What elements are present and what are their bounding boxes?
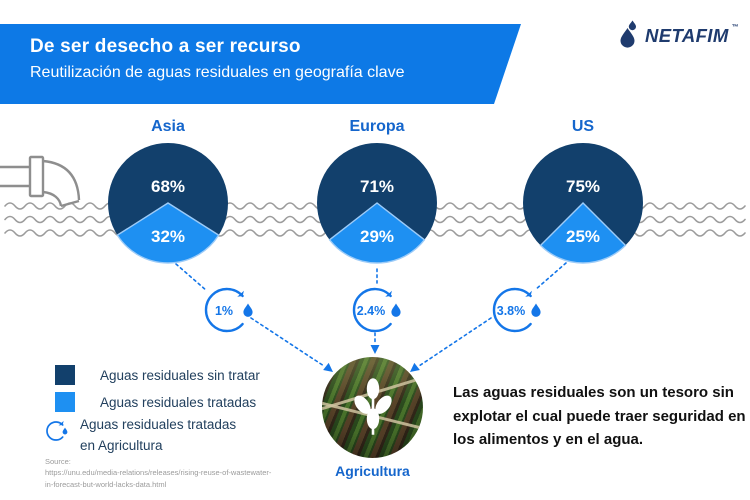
arrowhead-center [370, 345, 380, 354]
header-banner: De ser desecho a ser recurso Reutilizaci… [0, 24, 521, 104]
legend-item-reused-agriculture: Aguas residuales tratadas en Agricultura [44, 414, 252, 456]
droplet-icon [531, 303, 541, 317]
treated-value: 32% [151, 227, 185, 246]
brand-wordmark: NETAFIM [645, 25, 729, 46]
treated-value: 25% [566, 227, 600, 246]
region-label-europa: Europa [349, 118, 405, 135]
legend-item-treated: Aguas residuales tratadas [55, 392, 256, 413]
treated-slice [539, 202, 627, 264]
untreated-value: 68% [151, 177, 185, 196]
source-label: Source: [45, 457, 71, 466]
agriculture-photo [322, 357, 423, 458]
untreated-value: 75% [566, 177, 600, 196]
water-drop-logo-icon [620, 20, 636, 48]
treated-slice [116, 202, 220, 264]
recycle-circle-icon [492, 287, 532, 333]
source-url-line2: in-forecast-but-world-lacks-data.html [45, 479, 167, 489]
legend-item-untreated: Aguas residuales sin tratar [55, 365, 260, 386]
reuse-badge-us: 3.8% [487, 282, 543, 338]
reuse-value: 2.4% [357, 304, 386, 318]
region-label-us: US [571, 118, 595, 135]
droplet-icon [391, 303, 401, 317]
legend-label: Aguas residuales sin tratar [100, 368, 260, 383]
recycle-drop-legend-icon [46, 420, 68, 441]
recycle-circle-icon [352, 287, 392, 333]
treated-slice [328, 202, 426, 264]
reuse-badge-asia: 1% [199, 282, 255, 338]
pie-chart-us: US 75% 25% [521, 118, 645, 265]
arrowhead-left [323, 362, 333, 372]
trademark-symbol: ™ [731, 24, 739, 31]
page-title: De ser desecho a ser recurso [30, 36, 301, 57]
callout-text: Las aguas residuales son un tesoro sin e… [453, 384, 746, 449]
reuse-value: 1% [215, 304, 233, 318]
flow-connectors [175, 262, 567, 372]
wastewater-pipe-icon [0, 155, 81, 208]
treated-swatch [55, 392, 75, 412]
droplet-icon [243, 303, 253, 317]
region-label-asia: Asia [151, 118, 185, 135]
crop-plant-icon [353, 377, 392, 435]
source-citation: Source: https://unu.edu/media-relations/… [45, 456, 271, 490]
pie-chart-asia: Asia 68% 32% [106, 118, 230, 265]
agriculture-label: Agricultura [335, 463, 410, 479]
untreated-value: 71% [360, 177, 394, 196]
legend-label: Aguas residuales tratadas en Agricultura [80, 417, 237, 453]
source-url-line1: https://unu.edu/media-relations/releases… [45, 468, 272, 478]
recycle-circle-icon [204, 287, 244, 333]
untreated-swatch [55, 365, 75, 385]
netafim-logo: NETAFIM ™ [618, 20, 739, 52]
treated-value: 29% [360, 227, 394, 246]
reuse-value: 3.8% [497, 304, 526, 318]
pie-chart-europa: Europa 71% 29% [315, 118, 439, 265]
legend-label: Aguas residuales tratadas [100, 395, 257, 410]
page-subtitle: Reutilización de aguas residuales en geo… [30, 64, 405, 81]
reuse-badge-europa: 2.4% [347, 282, 403, 338]
arrowhead-right [410, 362, 420, 372]
